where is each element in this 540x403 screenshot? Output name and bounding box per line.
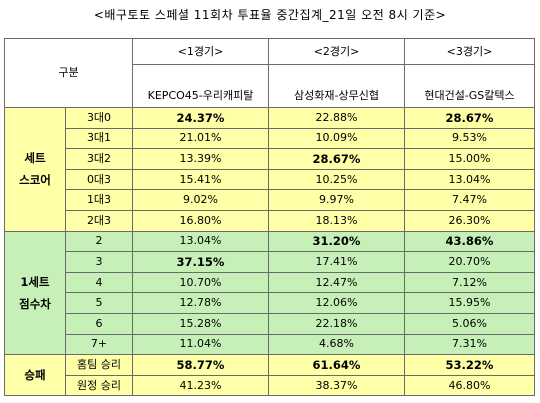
- vote-rate-cell: 26.30%: [404, 209, 535, 232]
- vote-rate-cell: 15.95%: [404, 292, 535, 314]
- row-label: 0대3: [65, 168, 133, 191]
- vote-rate-cell: 15.41%: [132, 168, 269, 191]
- vote-rate-cell: 12.06%: [268, 292, 405, 314]
- vote-rate-cell: 22.88%: [268, 107, 405, 129]
- table-row: 4 10.70% 12.47% 7.12%: [5, 271, 535, 294]
- vote-rate-cell: 13.39%: [132, 148, 269, 170]
- vote-rate-cell: 53.22%: [404, 354, 535, 376]
- table-row: 원정 승리 41.23% 38.37% 46.80%: [5, 374, 535, 397]
- row-label: 5: [65, 292, 133, 314]
- row-label: 4: [65, 271, 133, 294]
- vote-rate-cell: 38.37%: [268, 374, 405, 397]
- vote-rate-cell: 5.06%: [404, 312, 535, 335]
- row-label: 2대3: [65, 209, 133, 232]
- table-row: 0대3 15.41% 10.25% 13.04%: [5, 168, 535, 191]
- vote-rate-cell: 16.80%: [132, 209, 269, 232]
- vote-rate-cell: 20.70%: [404, 251, 535, 273]
- vote-rate-cell: 41.23%: [132, 374, 269, 397]
- section-group-label: 승패: [4, 354, 66, 397]
- vote-rate-cell: 37.15%: [132, 251, 269, 273]
- vote-rate-cell: 10.09%: [268, 127, 405, 150]
- vote-rate-cell: 58.77%: [132, 354, 269, 376]
- vote-rate-cell: 15.00%: [404, 148, 535, 170]
- vote-rate-cell: 9.53%: [404, 127, 535, 150]
- vote-rate-cell: 28.67%: [404, 107, 535, 129]
- table-row: 7+ 11.04% 4.68% 7.31%: [5, 333, 535, 356]
- table-row: 3 37.15% 17.41% 20.70%: [5, 251, 535, 273]
- section-group-label: 1세트 점수차: [4, 230, 66, 356]
- table-row: 3대2 13.39% 28.67% 15.00%: [5, 148, 535, 170]
- table-row: 6 15.28% 22.18% 5.06%: [5, 312, 535, 335]
- vote-rate-cell: 10.70%: [132, 271, 269, 294]
- page-title: <배구토토 스페셜 11회차 투표율 중간집계_21일 오전 8시 기준>: [93, 8, 447, 22]
- vote-rate-cell: 13.04%: [404, 168, 535, 191]
- vote-rate-cell: 61.64%: [268, 354, 405, 376]
- vote-rate-cell: 9.97%: [268, 189, 405, 211]
- vote-rate-cell: 21.01%: [132, 127, 269, 150]
- vote-rate-cell: 18.13%: [268, 209, 405, 232]
- section-group-label: 세트 스코어: [4, 107, 66, 232]
- row-label: 6: [65, 312, 133, 335]
- vote-rate-cell: 24.37%: [132, 107, 269, 129]
- vote-rate-cell: 7.12%: [404, 271, 535, 294]
- row-label: 3대1: [65, 127, 133, 150]
- row-label: 1대3: [65, 189, 133, 211]
- vote-rate-cell: 7.47%: [404, 189, 535, 211]
- game-3-number: <3경기>: [404, 38, 535, 65]
- game-2-number: <2경기>: [268, 38, 405, 65]
- vote-rate-cell: 4.68%: [268, 333, 405, 356]
- category-header: 구분: [4, 38, 133, 108]
- vote-rate-cell: 28.67%: [268, 148, 405, 170]
- row-label: 3대2: [65, 148, 133, 170]
- table-row: 2대3 16.80% 18.13% 26.30%: [5, 209, 535, 232]
- vote-rate-cell: 13.04%: [132, 230, 269, 253]
- table-row: 승패 홈팀 승리 58.77% 61.64% 53.22%: [4, 354, 535, 397]
- table-row: 5 12.78% 12.06% 15.95%: [5, 292, 535, 314]
- table-row: 1세트 점수차 2 13.04% 31.20% 43.86%: [4, 230, 535, 356]
- vote-rate-table: 구분 <1경기> <2경기> <3경기> KEPCO45-우리캐피탈 삼성화재-…: [4, 38, 535, 397]
- vote-rate-cell: 22.18%: [268, 312, 405, 335]
- vote-rate-cell: 10.25%: [268, 168, 405, 191]
- table-row: 세트 스코어 3대0 24.37% 22.88% 28.67%: [4, 107, 535, 232]
- vote-rate-cell: 11.04%: [132, 333, 269, 356]
- row-label: 7+: [65, 333, 133, 356]
- vote-rate-cell: 12.78%: [132, 292, 269, 314]
- vote-rate-cell: 9.02%: [132, 189, 269, 211]
- vote-rate-cell: 46.80%: [404, 374, 535, 397]
- game-3-teams: 현대건설-GS칼텍스: [404, 64, 535, 108]
- game-1-teams: KEPCO45-우리캐피탈: [132, 64, 269, 108]
- vote-rate-cell: 31.20%: [268, 230, 405, 253]
- vote-rate-cell: 43.86%: [404, 230, 535, 253]
- row-label: 3: [65, 251, 133, 273]
- row-label: 2: [65, 230, 133, 253]
- vote-rate-cell: 7.31%: [404, 333, 535, 356]
- vote-rate-cell: 12.47%: [268, 271, 405, 294]
- vote-rate-cell: 15.28%: [132, 312, 269, 335]
- table-row: 3대1 21.01% 10.09% 9.53%: [5, 127, 535, 150]
- row-label: 원정 승리: [65, 374, 133, 397]
- row-label: 3대0: [65, 107, 133, 129]
- game-2-teams: 삼성화재-상무신협: [268, 64, 405, 108]
- table-row: 1대3 9.02% 9.97% 7.47%: [5, 189, 535, 211]
- game-1-number: <1경기>: [132, 38, 269, 65]
- vote-rate-cell: 17.41%: [268, 251, 405, 273]
- row-label: 홈팀 승리: [65, 354, 133, 376]
